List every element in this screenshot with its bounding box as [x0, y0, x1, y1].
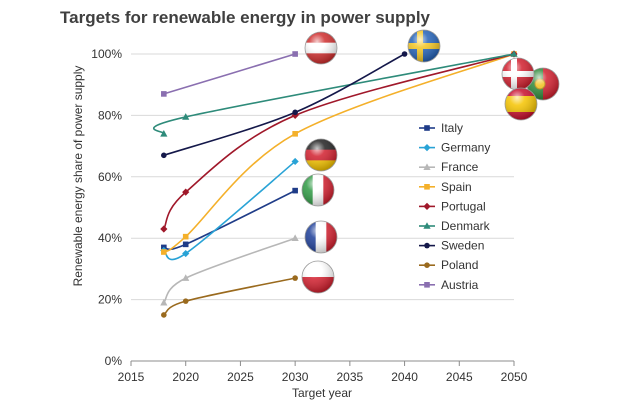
- legend-marker: [423, 202, 431, 210]
- x-tick-label: 2020: [172, 370, 199, 384]
- x-tick-label: 2025: [227, 370, 254, 384]
- point-austria: [292, 51, 298, 57]
- france-flag-icon: [304, 220, 338, 254]
- legend-marker: [423, 222, 431, 229]
- line-italy: [163, 189, 296, 251]
- y-tick-label: 0%: [105, 354, 123, 368]
- legend-item-germany: Germany: [419, 141, 490, 155]
- austria-flag-icon: [304, 31, 338, 65]
- legend-item-italy: Italy: [419, 121, 463, 135]
- point-poland: [161, 312, 167, 318]
- point-denmark: [182, 113, 190, 120]
- series-france: [160, 234, 299, 306]
- x-tick-label: 2050: [501, 370, 528, 384]
- spain-flag-icon: [504, 87, 538, 121]
- legend-label: Germany: [441, 141, 490, 155]
- series-austria: [161, 51, 298, 97]
- point-france: [182, 274, 190, 281]
- sweden-flag-icon: [407, 29, 441, 63]
- y-tick-label: 20%: [98, 293, 122, 307]
- line-denmark: [153, 53, 515, 135]
- legend-marker: [424, 242, 430, 249]
- point-denmark: [510, 50, 518, 57]
- italy-flag-icon: [301, 173, 335, 207]
- x-tick-label: 2030: [282, 370, 309, 384]
- point-portugal: [160, 225, 168, 233]
- point-portugal: [291, 111, 299, 119]
- point-poland: [292, 275, 298, 281]
- legend-label: Italy: [441, 121, 463, 135]
- legend-marker: [424, 282, 430, 288]
- point-poland: [182, 298, 189, 304]
- point-spain: [292, 131, 298, 137]
- legend-label: Sweden: [441, 239, 484, 253]
- legend-label: Spain: [441, 180, 472, 194]
- line-france: [163, 237, 296, 304]
- legend-label: Austria: [441, 278, 479, 292]
- legend-marker: [423, 163, 431, 170]
- point-spain: [161, 249, 167, 255]
- legend-marker: [424, 125, 430, 131]
- point-france: [160, 298, 168, 306]
- point-germany: [291, 157, 299, 166]
- point-italy: [292, 187, 298, 194]
- axes: 0% 20% 40% 60% 80% 100% 2015 2020 2025 2030 2035 20…: [91, 47, 527, 384]
- point-sweden: [401, 51, 408, 57]
- series-denmark: [153, 50, 518, 137]
- legend-item-spain: Spain: [419, 180, 472, 194]
- point-denmark: [160, 130, 168, 137]
- line-austria: [163, 53, 296, 95]
- legend-marker: [423, 144, 431, 152]
- legend: Italy Germany France Spain Portugal Denmark Sw…: [419, 121, 491, 292]
- legend-item-denmark: Denmark: [419, 219, 491, 233]
- series-lines: [153, 50, 518, 318]
- y-tick-label: 100%: [91, 47, 122, 61]
- series-poland: [161, 275, 298, 318]
- line-spain: [163, 53, 515, 253]
- point-spain: [182, 233, 189, 240]
- y-axis-title: Renewable energy share of power supply: [71, 66, 85, 287]
- x-tick-label: 2015: [118, 370, 145, 384]
- x-tick-label: 2045: [446, 370, 473, 384]
- line-germany: [163, 160, 296, 261]
- germany-flag-icon: [304, 138, 338, 172]
- point-sweden: [161, 152, 167, 159]
- legend-item-poland: Poland: [419, 258, 478, 272]
- x-tick-label: 2040: [391, 370, 418, 384]
- point-portugal: [182, 188, 190, 196]
- point-sweden: [292, 109, 298, 116]
- legend-item-france: France: [419, 160, 479, 174]
- legend-marker: [424, 184, 430, 190]
- line-poland: [163, 277, 296, 316]
- legend-label: Portugal: [441, 199, 486, 213]
- point-austria: [161, 91, 167, 97]
- denmark-flag-icon: [501, 57, 535, 91]
- legend-label: France: [441, 160, 479, 174]
- point-germany: [182, 249, 190, 258]
- country-flags: [301, 29, 560, 294]
- legend-item-sweden: Sweden: [419, 239, 484, 253]
- point-italy: [182, 241, 189, 248]
- legend-label: Denmark: [441, 219, 491, 233]
- chart-title: Targets for renewable energy in power su…: [60, 8, 430, 27]
- legend-item-austria: Austria: [419, 278, 479, 292]
- point-france: [291, 234, 299, 241]
- series-sweden: [161, 51, 408, 159]
- poland-flag-icon: [301, 260, 335, 294]
- y-tick-label: 60%: [98, 170, 122, 184]
- x-axis-title: Target year: [292, 386, 352, 400]
- legend-item-portugal: Portugal: [419, 199, 486, 213]
- x-tick-label: 2035: [337, 370, 364, 384]
- line-portugal: [163, 53, 515, 230]
- legend-label: Poland: [441, 258, 478, 272]
- y-tick-label: 40%: [98, 231, 122, 245]
- y-tick-label: 80%: [98, 108, 122, 122]
- legend-marker: [424, 262, 430, 269]
